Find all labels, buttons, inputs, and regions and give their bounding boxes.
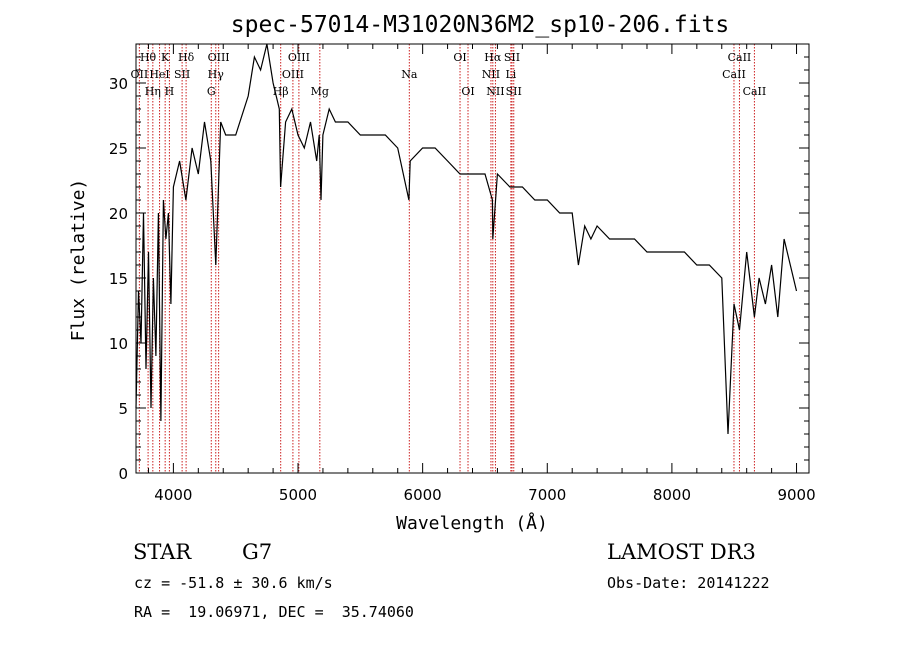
- line-label: Hθ: [140, 51, 157, 64]
- coordinates: RA = 19.06971, DEC = 35.74060: [134, 603, 414, 621]
- spectrum-line: [135, 43, 798, 435]
- x-tick-label: 5000: [279, 486, 317, 504]
- observation-date: Obs-Date: 20141222: [607, 574, 770, 592]
- y-axis-label: Flux (relative): [68, 179, 89, 342]
- line-label: SII: [506, 85, 522, 98]
- plot-frame: [135, 43, 810, 474]
- line-label: Hη: [145, 85, 161, 98]
- line-label: Hγ: [208, 68, 225, 81]
- y-tick-label: 5: [118, 400, 128, 418]
- line-label: CaII: [722, 68, 746, 81]
- x-tick-label: 6000: [404, 486, 442, 504]
- y-axis-ticks: 0 5 10 15 20 25 30: [109, 43, 809, 483]
- y-tick-label: 0: [118, 465, 128, 483]
- object-subclass: G7: [242, 540, 273, 564]
- x-axis-ticks: 4000 5000 6000 7000 8000 9000: [147, 44, 816, 504]
- line-label: Hβ: [273, 85, 289, 98]
- line-label: Li: [505, 68, 516, 81]
- line-label: CaII: [743, 85, 767, 98]
- y-tick-label: 20: [109, 205, 128, 223]
- line-label: H: [165, 85, 175, 98]
- line-label: SII: [174, 68, 190, 81]
- line-label: Hα: [484, 51, 502, 64]
- line-label: SII: [504, 51, 520, 64]
- line-label: NII: [486, 85, 504, 98]
- x-tick-label: 7000: [528, 486, 566, 504]
- y-tick-label: 25: [109, 140, 128, 158]
- line-label: K: [161, 51, 170, 64]
- line-label: OI: [453, 51, 466, 64]
- line-label: OI: [461, 85, 474, 98]
- line-label: Na: [401, 68, 418, 81]
- line-label: OIII: [208, 51, 230, 64]
- line-label: OIII: [282, 68, 304, 81]
- redshift-velocity: cz = -51.8 ± 30.6 km/s: [134, 574, 333, 592]
- x-axis-label: Wavelength (Å): [396, 512, 548, 534]
- line-label: NII: [482, 68, 500, 81]
- line-label: OIII: [288, 51, 310, 64]
- chart-title: spec-57014-M31020N36M2_sp10-206.fits: [231, 12, 730, 38]
- line-label: G: [207, 85, 216, 98]
- line-label: OII: [131, 68, 149, 81]
- object-class: STAR: [133, 540, 192, 564]
- line-markers: [138, 44, 755, 473]
- survey-name: LAMOST DR3: [607, 540, 756, 564]
- x-tick-label: 9000: [777, 486, 815, 504]
- line-label: Mg: [311, 85, 329, 98]
- line-label: Hδ: [178, 51, 195, 64]
- x-tick-label: 8000: [653, 486, 691, 504]
- x-tick-label: 4000: [154, 486, 192, 504]
- line-label: HeI: [149, 68, 169, 81]
- y-tick-label: 10: [109, 335, 128, 353]
- y-tick-label: 30: [109, 75, 128, 93]
- y-tick-label: 15: [109, 270, 128, 288]
- line-labels: Hθ K Hδ OII HeI SII Hη H OIII Hγ G OIII OIII Hβ Mg Na OI…: [131, 51, 767, 98]
- line-label: CaII: [728, 51, 752, 64]
